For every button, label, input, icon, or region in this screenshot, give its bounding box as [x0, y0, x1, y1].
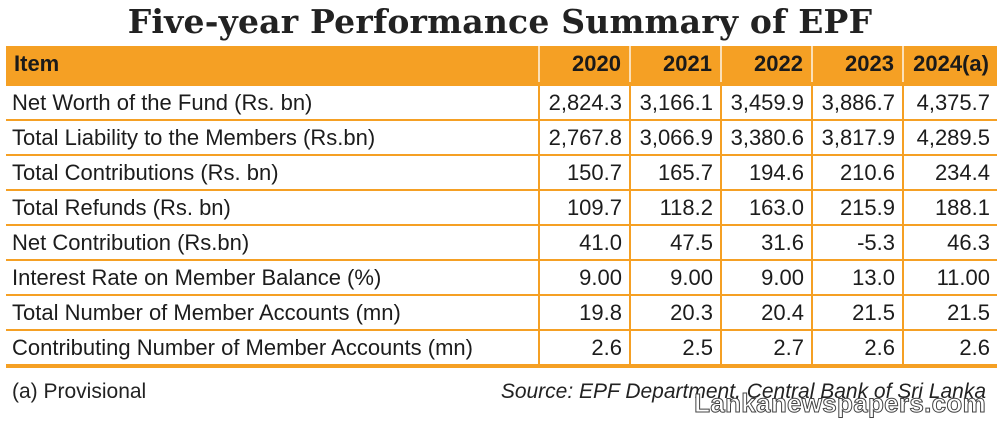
table-cell: 21.5: [903, 295, 997, 331]
table-cell: 47.5: [630, 225, 722, 261]
column-header-2024: 2024(a): [903, 46, 997, 86]
row-label: Contributing Number of Member Accounts (…: [6, 330, 540, 368]
table-cell: 4,375.7: [903, 84, 997, 121]
table-cell: 21.5: [812, 295, 904, 331]
table-cell: 20.3: [630, 295, 722, 331]
table-cell: 150.7: [539, 155, 631, 191]
row-label: Total Liability to the Members (Rs.bn): [6, 120, 540, 156]
table-cell: 3,459.9: [721, 84, 813, 121]
table-cell: 2.6: [539, 330, 631, 368]
row-label: Total Contributions (Rs. bn): [6, 155, 540, 191]
table-cell: 234.4: [903, 155, 997, 191]
table-cell: 109.7: [539, 190, 631, 226]
table-cell: 118.2: [630, 190, 722, 226]
provisional-footnote: (a) Provisional: [12, 380, 147, 403]
table-cell: 2.6: [812, 330, 904, 368]
table-cell: 188.1: [903, 190, 997, 226]
table-cell: 194.6: [721, 155, 813, 191]
row-label: Total Refunds (Rs. bn): [6, 190, 540, 226]
table-header-row: Item 2020 2021 2022 2023 2024(a): [6, 46, 997, 86]
table-row: Interest Rate on Member Balance (%) 9.00…: [6, 260, 997, 296]
table-cell: 9.00: [721, 260, 813, 296]
table-cell: 9.00: [539, 260, 631, 296]
column-header-2020: 2020: [539, 46, 631, 86]
table-cell: 3,380.6: [721, 120, 813, 156]
column-header-2021: 2021: [630, 46, 722, 86]
table-cell: 31.6: [721, 225, 813, 261]
table-cell: 41.0: [539, 225, 631, 261]
table-cell: 2.6: [903, 330, 997, 368]
row-label: Net Contribution (Rs.bn): [6, 225, 540, 261]
table-cell: -5.3: [812, 225, 904, 261]
table-cell: 3,166.1: [630, 84, 722, 121]
row-label: Net Worth of the Fund (Rs. bn): [6, 84, 540, 121]
source-note: Source: EPF Department, Central Bank of …: [500, 380, 986, 403]
table-cell: 9.00: [630, 260, 722, 296]
table-cell: 3,886.7: [812, 84, 904, 121]
table-cell: 20.4: [721, 295, 813, 331]
table-row: Contributing Number of Member Accounts (…: [6, 330, 997, 368]
watermark: Lankanewspapers.com: [694, 388, 987, 419]
row-label: Total Number of Member Accounts (mn): [6, 295, 540, 331]
table-cell: 210.6: [812, 155, 904, 191]
table-cell: 3,066.9: [630, 120, 722, 156]
table-cell: 4,289.5: [903, 120, 997, 156]
table-cell: 11.00: [903, 260, 997, 296]
table-row: Net Worth of the Fund (Rs. bn) 2,824.3 3…: [6, 84, 997, 121]
table-row: Total Refunds (Rs. bn) 109.7 118.2 163.0…: [6, 190, 997, 226]
performance-table: Item 2020 2021 2022 2023 2024(a) Net Wor…: [6, 46, 997, 368]
page-title: Five-year Performance Summary of EPF: [127, 2, 873, 41]
performance-table-container: Item 2020 2021 2022 2023 2024(a) Net Wor…: [6, 46, 997, 368]
column-header-2023: 2023: [812, 46, 904, 86]
row-label: Interest Rate on Member Balance (%): [6, 260, 540, 296]
table-row: Net Contribution (Rs.bn) 41.0 47.5 31.6 …: [6, 225, 997, 261]
table-row: Total Contributions (Rs. bn) 150.7 165.7…: [6, 155, 997, 191]
table-cell: 2.5: [630, 330, 722, 368]
table-cell: 215.9: [812, 190, 904, 226]
column-header-2022: 2022: [721, 46, 813, 86]
table-cell: 2,767.8: [539, 120, 631, 156]
table-row: Total Liability to the Members (Rs.bn) 2…: [6, 120, 997, 156]
column-header-item: Item: [6, 46, 540, 86]
table-cell: 19.8: [539, 295, 631, 331]
table-row: Total Number of Member Accounts (mn) 19.…: [6, 295, 997, 331]
table-cell: 2,824.3: [539, 84, 631, 121]
table-cell: 163.0: [721, 190, 813, 226]
table-cell: 165.7: [630, 155, 722, 191]
table-cell: 2.7: [721, 330, 813, 368]
table-cell: 13.0: [812, 260, 904, 296]
table-cell: 46.3: [903, 225, 997, 261]
table-cell: 3,817.9: [812, 120, 904, 156]
